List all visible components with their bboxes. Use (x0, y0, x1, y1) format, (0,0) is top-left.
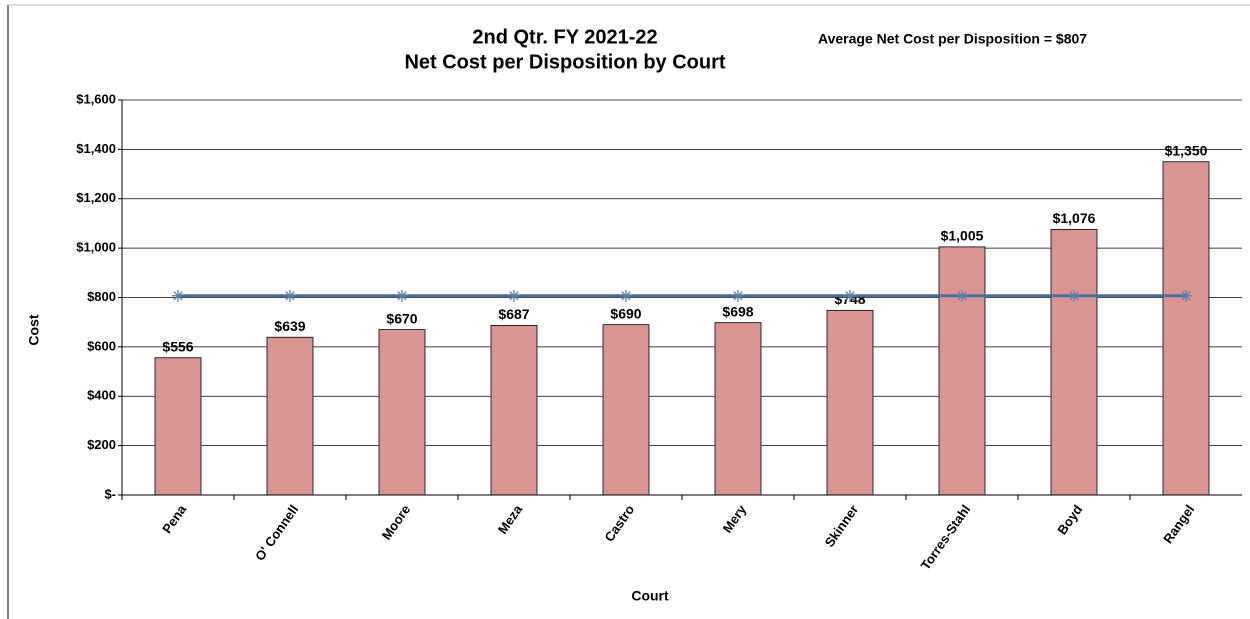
x-tick-label: Skinner (822, 502, 862, 550)
y-tick-label: $- (104, 486, 116, 501)
chart-subtitle: Net Cost per Disposition by Court (404, 51, 725, 73)
line-marker (732, 289, 744, 302)
line-marker (508, 289, 520, 302)
line-marker (396, 289, 408, 302)
bar (266, 336, 314, 496)
chart-title: 2nd Qtr. FY 2021-22 (472, 26, 657, 48)
y-tick-label: $400 (87, 388, 116, 403)
value-label: $1,076 (1053, 210, 1096, 226)
bar (1162, 161, 1210, 496)
value-label: $698 (722, 303, 753, 319)
bar (154, 357, 202, 496)
x-tick-label: Pena (159, 501, 190, 536)
line-marker (1068, 289, 1080, 302)
line-marker (284, 289, 296, 302)
x-tick-label: Boyd (1054, 502, 1085, 537)
y-tick-label: $1,400 (76, 141, 116, 156)
y-tick-label: $1,000 (76, 240, 116, 255)
value-label: $670 (386, 310, 417, 326)
x-tick-label: Moore (379, 502, 414, 543)
line-marker (1180, 289, 1192, 302)
bar (490, 324, 538, 496)
annotation: Average Net Cost per Disposition = $807 (818, 31, 1087, 47)
bar (378, 329, 426, 496)
bar (602, 324, 650, 496)
bar (826, 309, 874, 496)
line-marker (844, 289, 856, 302)
y-tick-label: $1,600 (76, 91, 116, 106)
x-axis-label: Court (631, 588, 669, 604)
y-axis-label: Cost (26, 314, 42, 345)
bar (714, 322, 762, 496)
y-tick-label: $600 (87, 338, 116, 353)
value-label: $1,005 (941, 228, 984, 244)
y-tick-label: $200 (87, 437, 116, 452)
bar (938, 246, 986, 496)
line-marker (172, 289, 184, 302)
value-label: $1,350 (1165, 142, 1208, 158)
y-tick-label: $800 (87, 289, 116, 304)
x-tick-label: Meza (495, 501, 526, 536)
x-tick-label: O' Connell (252, 502, 301, 563)
x-tick-label: Castro (601, 502, 637, 544)
value-label: $556 (162, 338, 193, 354)
bar (1050, 228, 1098, 496)
value-label: $687 (498, 306, 529, 322)
line-marker (620, 289, 632, 302)
line-marker (956, 289, 968, 302)
value-label: $690 (610, 305, 641, 321)
x-tick-label: Torres-Stahl (918, 502, 974, 573)
y-tick-label: $1,200 (76, 190, 116, 205)
x-tick-label: Mery (720, 501, 750, 535)
value-label: $639 (274, 318, 305, 334)
x-tick-label: Rangel (1160, 502, 1197, 546)
